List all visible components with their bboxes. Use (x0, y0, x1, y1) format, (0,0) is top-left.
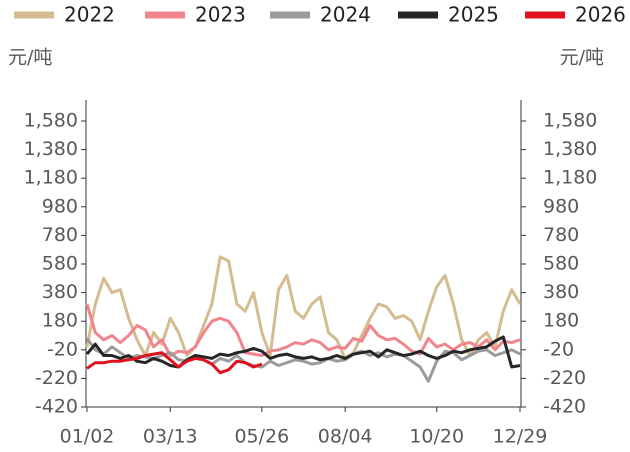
legend-label: 2022 (64, 3, 115, 27)
y-unit: 元/吨 (8, 47, 52, 69)
y2-tick-label: 1,180 (543, 167, 597, 189)
series-line (85, 303, 521, 357)
y-tick-label: 780 (42, 224, 78, 246)
y-tick-label: 1,180 (24, 167, 78, 189)
x-tick-label: 10/20 (409, 426, 464, 448)
legend-label: 2023 (195, 3, 246, 27)
x-tick-label: 05/26 (234, 426, 289, 448)
y-tick-label: 380 (42, 281, 78, 303)
y2-tick-label: 780 (543, 224, 579, 246)
y2-tick-label: 1,580 (543, 110, 597, 132)
y-tick-label: -20 (47, 338, 78, 360)
legend-label: 2026 (575, 3, 626, 27)
y-tick-label: 980 (42, 195, 78, 217)
y2-tick-label: 980 (543, 195, 579, 217)
y-tick-label: 1,380 (24, 138, 78, 160)
series-line (85, 335, 521, 369)
y-tick-label: 580 (42, 253, 78, 275)
y-tick-label: -420 (35, 396, 78, 418)
y2-tick-label: 180 (543, 310, 579, 332)
y2-tick-label: -420 (543, 396, 586, 418)
y2-tick-label: -20 (543, 338, 574, 360)
series-line (86, 351, 263, 375)
y-tick-label: 1,580 (24, 110, 78, 132)
y2-tick-label: 1,380 (543, 138, 597, 160)
y2-tick-label: 380 (543, 281, 579, 303)
x-tick-label: 12/29 (493, 426, 548, 448)
y2-unit: 元/吨 (560, 47, 604, 69)
legend-label: 2025 (448, 3, 499, 27)
series-line (85, 337, 521, 383)
x-tick-label: 08/04 (318, 426, 373, 448)
x-tick-label: 03/13 (143, 426, 198, 448)
y2-tick-label: 580 (543, 253, 579, 275)
y-tick-label: -220 (35, 367, 78, 389)
x-tick-label: 01/02 (60, 426, 115, 448)
legend-label: 2024 (320, 3, 371, 27)
y2-tick-label: -220 (543, 367, 586, 389)
y-tick-label: 180 (42, 310, 78, 332)
